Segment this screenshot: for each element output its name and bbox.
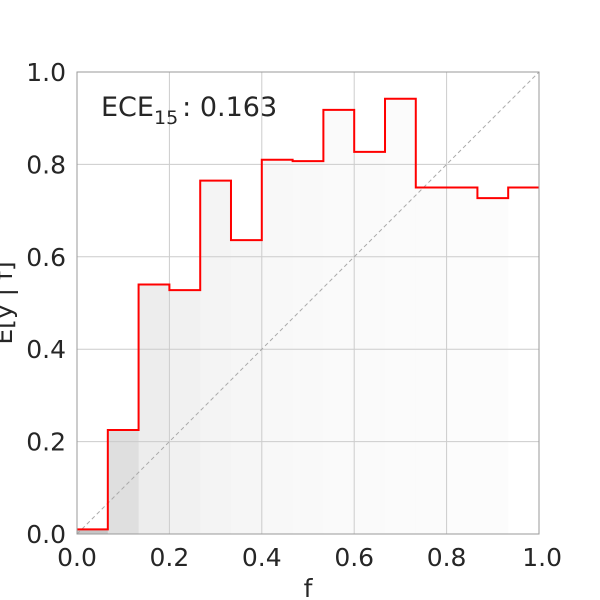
bin-fills (77, 109, 539, 535)
bin-fill-9 (323, 109, 355, 534)
bin-fill-2 (107, 430, 139, 534)
bin-fill-14 (477, 198, 508, 534)
ece-subscript: 15 (154, 107, 178, 129)
ece-label: ECE (101, 92, 154, 123)
y-tick-label-2: 0.4 (26, 335, 66, 364)
ece-annotation: ECE15: 0.163 (101, 92, 277, 129)
y-tick-label-3: 0.6 (26, 243, 66, 272)
x-axis-label: f (304, 574, 314, 600)
x-tick-label-1: 0.2 (150, 543, 190, 572)
calibration-step-line (77, 97, 539, 531)
bin-fill-3 (138, 284, 170, 534)
x-tick-labels: 0.0 0.2 0.4 0.6 0.8 1.0 (57, 543, 562, 572)
x-tick-label-3: 0.6 (334, 543, 374, 572)
bin-fill-10 (354, 151, 386, 534)
bin-fill-8 (292, 161, 324, 534)
bin-fill-5 (200, 180, 231, 534)
perfect-calibration-line (76, 71, 540, 535)
plot-frame (76, 71, 540, 535)
bin-fill-7 (261, 159, 293, 534)
x-tick-label-4: 0.8 (427, 543, 467, 572)
x-tick-label-2: 0.4 (242, 543, 282, 572)
bin-fill-12 (416, 188, 447, 535)
y-tick-label-5: 1.0 (26, 58, 66, 87)
bin-fill-6 (230, 240, 262, 534)
y-tick-label-1: 0.2 (26, 428, 66, 457)
y-tick-label-0: 0.0 (26, 520, 66, 549)
x-tick-label-0: 0.0 (57, 543, 97, 572)
bin-fill-15 (508, 188, 539, 535)
bin-fill-13 (447, 188, 478, 535)
bin-fill-4 (169, 290, 201, 534)
y-tick-label-4: 0.8 (26, 150, 66, 179)
bin-fill-1 (77, 529, 108, 534)
y-axis-label: E[y | f] (0, 261, 18, 344)
y-tick-labels: 0.0 0.2 0.4 0.6 0.8 1.0 (26, 58, 66, 549)
x-tick-label-5: 1.0 (522, 543, 562, 572)
ece-value: : 0.163 (182, 92, 277, 123)
